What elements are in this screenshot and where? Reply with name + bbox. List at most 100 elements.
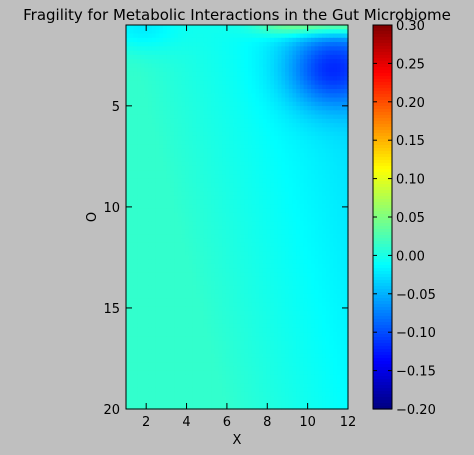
heatmap-cell: [248, 195, 253, 201]
heatmap-cell: [211, 50, 216, 56]
heatmap-cell: [333, 272, 338, 278]
heatmap-cell: [218, 306, 223, 312]
heatmap-cell: [329, 234, 334, 239]
heatmap-cell: [285, 323, 290, 329]
heatmap-cell: [322, 37, 327, 43]
heatmap-cell: [299, 76, 305, 82]
heatmap-cell: [166, 276, 171, 282]
heatmap-cell: [133, 272, 138, 278]
heatmap-cell: [144, 170, 149, 175]
heatmap-cell: [163, 255, 168, 261]
heatmap-cell: [251, 255, 257, 261]
heatmap-cell: [285, 174, 290, 180]
heatmap-cell: [262, 302, 268, 308]
heatmap-cell: [185, 131, 190, 137]
heatmap-cell: [259, 251, 264, 256]
heatmap-cell: [126, 29, 131, 35]
heatmap-cell: [277, 178, 282, 184]
heatmap-cell: [196, 106, 201, 111]
heatmap-cell: [292, 63, 297, 69]
heatmap-cell: [174, 80, 179, 86]
heatmap-cell: [292, 208, 297, 214]
heatmap-cell: [325, 63, 331, 69]
heatmap-cell: [218, 71, 223, 77]
heatmap-cell: [255, 127, 260, 133]
heatmap-cell: [277, 298, 282, 303]
heatmap-cell: [192, 97, 197, 103]
heatmap-cell: [299, 46, 305, 52]
heatmap-cell: [137, 131, 142, 137]
heatmap-cell: [251, 50, 257, 56]
heatmap-cell: [333, 97, 338, 103]
heatmap-cell: [333, 306, 338, 312]
heatmap-cell: [266, 187, 271, 192]
heatmap-cell: [185, 336, 190, 342]
heatmap-cell: [259, 63, 264, 69]
heatmap-cell: [192, 89, 197, 94]
heatmap-cell: [307, 157, 312, 163]
heatmap-cell: [140, 76, 146, 82]
heatmap-cell: [259, 327, 264, 333]
heatmap-cell: [159, 366, 164, 372]
heatmap-cell: [211, 349, 216, 355]
heatmap-cell: [303, 170, 308, 175]
heatmap-cell: [181, 374, 186, 380]
heatmap-cell: [307, 165, 312, 171]
heatmap-cell: [133, 353, 138, 359]
heatmap-cell: [314, 362, 319, 367]
heatmap-cell: [307, 246, 312, 252]
heatmap-cell: [340, 54, 345, 60]
heatmap-cell: [222, 259, 227, 265]
heatmap-cell: [222, 127, 227, 133]
heatmap-cell: [274, 293, 279, 299]
heatmap-cell: [259, 336, 264, 342]
heatmap-cell: [259, 285, 264, 291]
heatmap-cell: [307, 182, 312, 188]
heatmap-cell: [255, 37, 260, 43]
heatmap-cell: [181, 199, 186, 205]
heatmap-cell: [137, 268, 142, 274]
heatmap-cell: [333, 67, 338, 73]
heatmap-cell: [166, 67, 171, 73]
heatmap-cell: [181, 246, 186, 252]
heatmap-cell: [296, 135, 301, 141]
heatmap-cell: [225, 238, 231, 244]
heatmap-cell: [177, 281, 183, 286]
heatmap-cell: [214, 33, 220, 39]
heatmap-cell: [259, 349, 264, 355]
heatmap-cell: [322, 374, 327, 380]
heatmap-cell: [166, 310, 171, 316]
heatmap-cell: [237, 374, 242, 380]
heatmap-cell: [192, 212, 197, 218]
heatmap-cell: [274, 110, 279, 116]
heatmap-cell: [177, 148, 183, 154]
heatmap-cell: [166, 221, 171, 227]
heatmap-cell: [329, 182, 334, 188]
heatmap-cell: [207, 148, 212, 154]
heatmap-cell: [133, 59, 138, 64]
heatmap-cell: [225, 306, 231, 312]
heatmap-cell: [262, 178, 268, 184]
heatmap-cell: [174, 97, 179, 103]
heatmap-cell: [170, 208, 175, 214]
heatmap-cell: [174, 101, 179, 107]
heatmap-cell: [185, 319, 190, 325]
heatmap-cell: [129, 310, 134, 316]
heatmap-cell: [336, 59, 342, 64]
heatmap-cell: [233, 217, 238, 222]
heatmap-cell: [248, 272, 253, 278]
heatmap-cell: [329, 93, 334, 99]
heatmap-cell: [196, 289, 201, 295]
heatmap-cell: [340, 148, 345, 154]
heatmap-cell: [329, 127, 334, 133]
heatmap-cell: [292, 225, 297, 231]
heatmap-cell: [255, 110, 260, 116]
heatmap-cell: [192, 323, 197, 329]
heatmap-cell: [151, 217, 157, 222]
heatmap-cell: [181, 127, 186, 133]
heatmap-cell: [333, 33, 338, 39]
heatmap-cell: [266, 54, 271, 60]
heatmap-cell: [207, 204, 212, 210]
heatmap-cell: [340, 37, 345, 43]
